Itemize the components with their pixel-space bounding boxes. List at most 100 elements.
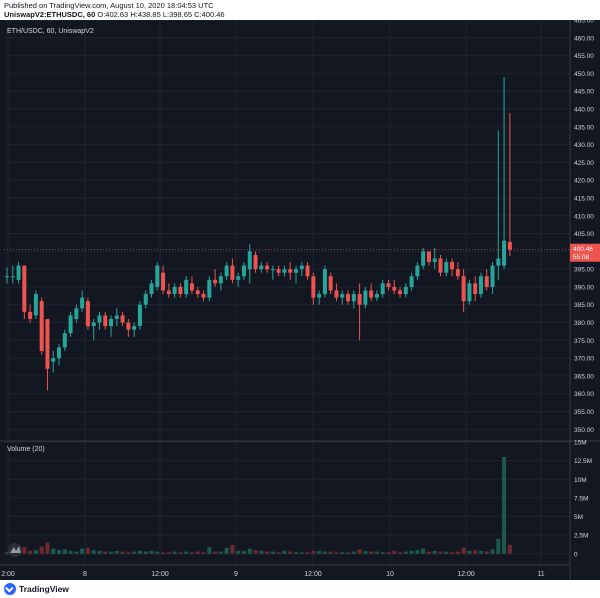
volume-bar: [236, 550, 241, 554]
volume-bar: [189, 552, 194, 554]
volume-bar: [126, 552, 131, 554]
candle-body: [322, 269, 327, 295]
volume-bar: [45, 542, 50, 554]
volume-bar: [57, 550, 62, 554]
candle-body: [432, 258, 437, 263]
volume-bar: [450, 552, 455, 554]
volume-bar: [386, 552, 391, 554]
last-price-label: 400.46: [573, 246, 593, 253]
price-tick-label: 445.00: [574, 89, 594, 96]
price-tick-label: 420.00: [574, 178, 594, 185]
last-price-badge: [570, 243, 600, 262]
time-tick-label: 8: [83, 571, 87, 578]
candle-body: [126, 322, 131, 330]
tradingview-logo[interactable]: TradingView: [4, 583, 69, 595]
volume-bar: [184, 551, 189, 554]
volume-bar: [357, 549, 362, 554]
chart-area[interactable]: 2:00 8 12:00 9 12:00 10 12:00 11 465.00 460.00 455…: [0, 20, 600, 580]
candlestick-chart[interactable]: 2:00 8 12:00 9 12:00 10 12:00 11 465.00 460.00 455…: [0, 20, 600, 580]
price-tick-label: 440.00: [574, 106, 594, 113]
volume-bar: [363, 550, 368, 554]
price-tick-label: 395.00: [574, 267, 594, 274]
candle-body: [39, 301, 44, 352]
volume-bar: [276, 552, 281, 554]
volume-bar: [403, 551, 408, 554]
candle-body: [236, 276, 241, 280]
candle-body: [444, 262, 449, 273]
candle-body: [351, 294, 356, 302]
time-tick-label: 2:00: [1, 571, 15, 578]
candle-body: [114, 315, 119, 319]
candle-body: [74, 308, 79, 319]
candle-body: [490, 265, 495, 287]
volume-bar: [97, 550, 102, 554]
candle-body: [195, 290, 200, 295]
ohlc-values: O:402.63 H:438.85 L:398.65 C:400.46: [97, 10, 225, 19]
candle-body: [311, 276, 316, 298]
candle-body: [380, 283, 385, 295]
volume-bar: [120, 551, 125, 554]
candle-body: [172, 286, 177, 295]
candle-body: [10, 276, 15, 278]
volume-bar: [218, 551, 223, 554]
candle-body: [155, 265, 160, 287]
price-tick-label: 425.00: [574, 160, 594, 167]
candle-body: [507, 241, 512, 250]
volume-bar: [207, 547, 212, 554]
candle-body: [91, 322, 96, 327]
footer: TradingView: [0, 580, 600, 598]
price-tick-label: 405.00: [574, 231, 594, 238]
volume-tick-label: 2.5M: [574, 533, 588, 540]
price-tick-label: 360.00: [574, 391, 594, 398]
volume-bar: [484, 551, 489, 554]
candle-body: [369, 290, 374, 298]
volume-bar: [241, 550, 246, 554]
candle-body: [241, 265, 246, 277]
candle-body: [247, 251, 252, 270]
candle-body: [201, 294, 206, 298]
volume-bar: [496, 538, 501, 554]
candle-body: [132, 326, 137, 330]
candle-body: [218, 276, 223, 284]
volume-bar: [68, 550, 73, 554]
volume-bar: [502, 456, 507, 554]
candle-body: [22, 265, 27, 312]
candle-body: [317, 294, 322, 298]
candle-body: [386, 283, 391, 287]
volume-bar: [178, 552, 183, 554]
candle-body: [438, 258, 443, 273]
volume-bar: [328, 551, 333, 554]
candle-body: [230, 265, 235, 280]
volume-bar: [22, 547, 27, 554]
volume-tick-label: 10M: [574, 477, 587, 484]
volume-bar: [478, 550, 483, 554]
volume-bar: [426, 551, 431, 554]
candle-body: [189, 283, 194, 291]
candle-body: [166, 290, 171, 295]
symbol-ohlc-line: UniswapV2:ETHUSDC, 60 O:402.63 H:438.85 …: [4, 10, 225, 19]
volume-bar: [409, 550, 414, 554]
candle-body: [340, 294, 345, 298]
price-tick-label: 380.00: [574, 320, 594, 327]
published-notice: Published on TradingView.com, August 10,…: [4, 1, 214, 10]
price-tick-label: 410.00: [574, 213, 594, 220]
volume-bar: [195, 551, 200, 554]
volume-bar: [369, 551, 374, 554]
volume-bar: [39, 546, 44, 554]
candle-body: [16, 265, 21, 280]
volume-bar: [201, 552, 206, 554]
candle-body: [467, 283, 472, 302]
candle-body: [496, 258, 501, 266]
candle-body: [137, 304, 142, 327]
volume-tick-label: 12.5M: [574, 458, 592, 465]
candle-body: [473, 283, 478, 295]
volume-bar: [265, 551, 270, 554]
volume-bar: [109, 551, 114, 554]
candle-body: [398, 290, 403, 295]
candle-body: [62, 333, 67, 348]
volume-bar: [334, 552, 339, 554]
volume-bar: [253, 550, 258, 554]
volume-bar: [317, 550, 322, 554]
volume-bar: [172, 551, 177, 554]
volume-bar: [455, 551, 460, 554]
